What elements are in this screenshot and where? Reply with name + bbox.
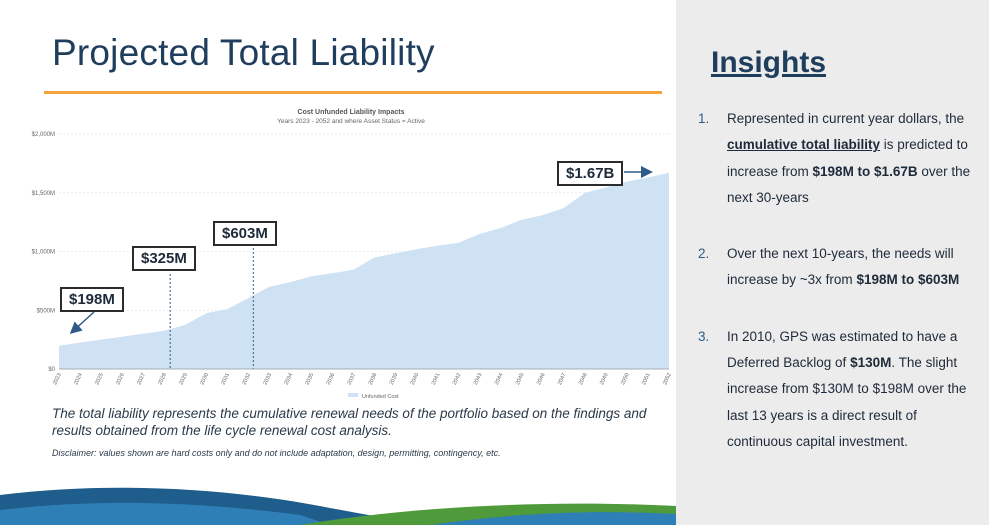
- callout-325m: $325M: [132, 246, 196, 271]
- footer-wave-decoration: [0, 487, 676, 525]
- insight-3-text-a: In 2010, GPS was estimated to have a Def…: [727, 328, 958, 371]
- x-tick-label: 2037: [347, 372, 358, 386]
- x-tick-label: 2031: [220, 372, 231, 386]
- insight-item-3: 3. In 2010, GPS was estimated to have a …: [696, 324, 981, 455]
- x-tick-label: 2036: [326, 372, 337, 386]
- x-tick-label: 2038: [368, 372, 379, 386]
- y-tick-label: $1,500M: [32, 191, 55, 197]
- x-tick-label: 2043: [473, 372, 484, 386]
- insight-item-1: 1. Represented in current year dollars, …: [696, 106, 981, 211]
- x-tick-label: 2051: [641, 372, 652, 386]
- x-tick-label: 2040: [410, 372, 421, 386]
- chart-title: Cost Unfunded Liability Impacts: [297, 109, 405, 116]
- x-tick-label: 2023: [52, 372, 63, 386]
- insight-1-text-b: is predicted to increase from: [727, 137, 968, 179]
- x-tick-label: 2029: [178, 372, 189, 386]
- chart-plot: $0 $500M $1,000M $1,500M $2,000M 2023 2024 2025…: [32, 132, 673, 400]
- x-tick-label: 2035: [305, 372, 316, 386]
- insight-1-text-a: Represented in current year dollars, the: [727, 111, 965, 126]
- disclaimer-text: Disclaimer: values shown are hard costs …: [52, 448, 501, 458]
- y-tick-label: $500M: [37, 308, 55, 314]
- insight-1-text-c: over the next 30-years: [727, 163, 971, 205]
- x-tick-label: 2046: [536, 372, 547, 386]
- title-underline-rule: [44, 91, 662, 94]
- x-tick-label: 2025: [94, 372, 105, 386]
- x-tick-label: 2047: [557, 372, 568, 386]
- x-tick-label: 2026: [115, 372, 126, 386]
- liability-chart: Cost Unfunded Liability Impacts Years 20…: [26, 104, 676, 404]
- x-tick-label: 2027: [136, 372, 147, 386]
- y-tick-label: $0: [48, 367, 55, 373]
- y-tick-label: $1,000M: [32, 250, 55, 256]
- x-tick-label: 2048: [578, 372, 589, 386]
- x-tick-label: 2033: [263, 372, 274, 386]
- x-tick-label: 2039: [389, 372, 400, 386]
- x-tick-label: 2049: [599, 372, 610, 386]
- x-tick-label: 2028: [157, 372, 168, 386]
- callout-198m: $198M: [60, 287, 124, 312]
- insight-number-2: 2.: [698, 246, 710, 262]
- x-tick-label: 2050: [620, 372, 631, 386]
- insight-2-text-a: Over the next 10-years, the needs will i…: [727, 246, 954, 288]
- chart-subtitle: Years 2023 - 2052 and where Asset Status…: [277, 118, 425, 125]
- x-tick-label: 2044: [494, 372, 505, 386]
- x-tick-label: 2030: [199, 372, 210, 386]
- x-tick-label: 2032: [242, 372, 253, 386]
- insight-3-emphasis-a: $130M: [850, 355, 892, 371]
- arrow-198m: [69, 311, 95, 335]
- x-tick-label: 2045: [515, 372, 526, 386]
- callout-603m: $603M: [213, 221, 277, 246]
- x-tick-label: 2034: [284, 372, 295, 386]
- insight-3-text-b: . The slight increase from $130M to $198…: [727, 355, 967, 449]
- legend-swatch: [348, 393, 358, 397]
- insights-panel: Insights 1. Represented in current year …: [676, 0, 989, 525]
- slide-main-panel: Projected Total Liability Cost Unfunded …: [0, 32, 676, 525]
- legend-label: Unfunded Cost: [362, 394, 399, 400]
- x-tick-label: 2041: [431, 372, 442, 386]
- unfunded-cost-area: [59, 172, 669, 369]
- insight-1-emphasis-a: cumulative total liability: [727, 137, 881, 153]
- x-tick-label: 2042: [452, 372, 463, 386]
- y-tick-label: $2,000M: [32, 132, 55, 138]
- insights-title: Insights: [711, 46, 827, 79]
- insights-list: 1. Represented in current year dollars, …: [696, 106, 981, 455]
- insight-item-2: 2. Over the next 10-years, the needs wil…: [696, 241, 981, 294]
- x-tick-label: 2024: [73, 372, 84, 386]
- slide-title: Projected Total Liability: [52, 32, 435, 73]
- chart-caption: The total liability represents the cumul…: [52, 406, 647, 438]
- insight-2-emphasis-a: $198M to $603M: [856, 272, 960, 288]
- insight-1-emphasis-b: $198M to $1.67B: [812, 163, 918, 179]
- x-tick-label: 2052: [662, 372, 673, 386]
- callout-1-67b: $1.67B: [557, 161, 624, 186]
- insight-number-1: 1.: [698, 111, 710, 126]
- insight-number-3: 3.: [698, 328, 710, 344]
